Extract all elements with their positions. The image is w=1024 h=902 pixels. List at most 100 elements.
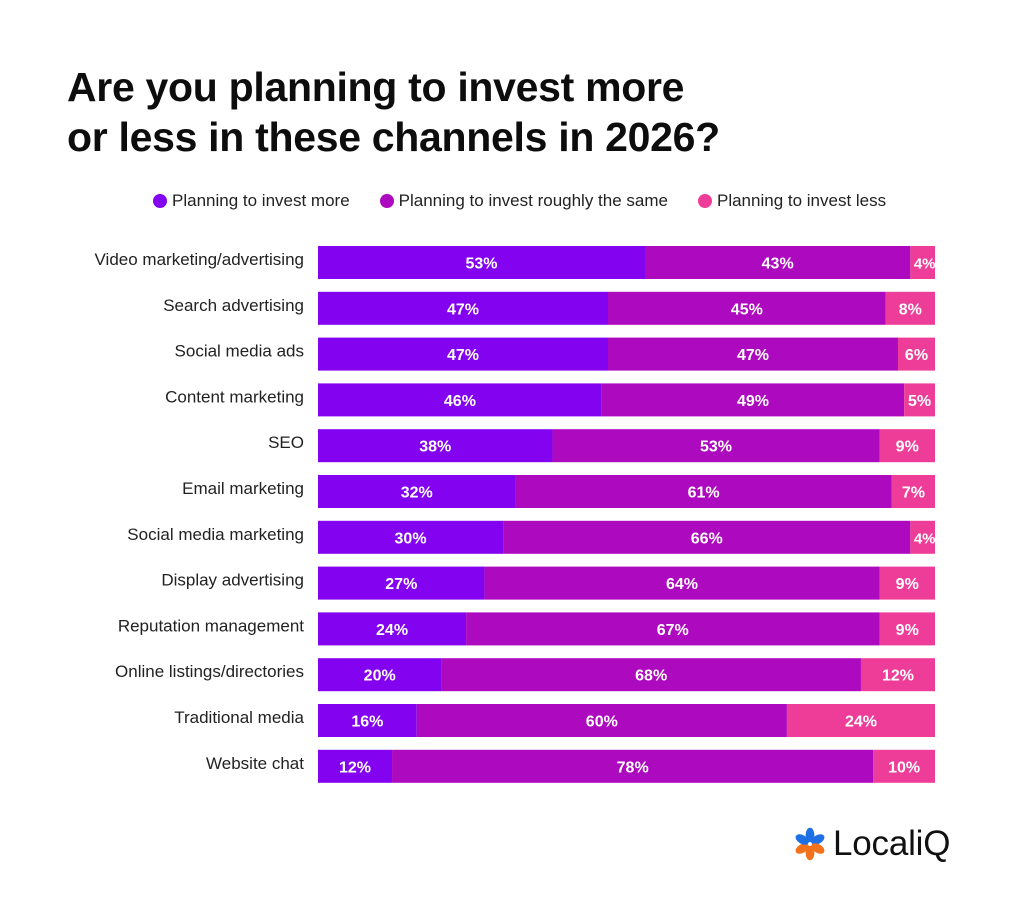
bar-segment-more-traditional-media bbox=[318, 704, 417, 737]
category-label-email-marketing: Email marketing bbox=[182, 479, 304, 498]
bar-segment-less-social-media-marketing bbox=[910, 520, 935, 554]
data-label-same-online-listings-directories: 68% bbox=[635, 668, 667, 685]
data-label-more-display-advertising: 27% bbox=[385, 576, 417, 593]
legend-item-invest-same: Planning to invest roughly the same bbox=[379, 191, 668, 211]
data-label-same-search-advertising: 45% bbox=[731, 301, 763, 318]
bar-segment-less-email-marketing bbox=[891, 475, 935, 508]
bar-segment-less-social-media-ads bbox=[897, 337, 935, 371]
category-label-content-marketing: Content marketing bbox=[165, 387, 304, 406]
data-label-less-traditional-media: 24% bbox=[845, 714, 877, 731]
legend-item-invest-more: Planning to invest more bbox=[153, 191, 350, 211]
legend-label-invest-more: Planning to invest more bbox=[172, 191, 350, 210]
bar-segment-same-display-advertising bbox=[484, 566, 880, 600]
category-label-reputation-management: Reputation management bbox=[118, 616, 304, 635]
bar-segment-same-video-marketing-advertising bbox=[645, 246, 911, 279]
data-label-same-website-chat: 78% bbox=[617, 759, 649, 776]
bar-segment-more-social-media-ads bbox=[318, 337, 608, 371]
bar-segment-less-video-marketing-advertising bbox=[910, 246, 935, 279]
logo-petal-6 bbox=[795, 834, 809, 845]
category-label-search-advertising: Search advertising bbox=[163, 296, 304, 315]
data-label-same-traditional-media: 60% bbox=[586, 714, 618, 731]
data-label-less-email-marketing: 7% bbox=[902, 485, 925, 502]
data-label-same-seo: 53% bbox=[700, 439, 732, 456]
bar-segment-same-search-advertising bbox=[607, 291, 886, 325]
logo-petal-3 bbox=[811, 843, 825, 854]
category-label-online-listings-directories: Online listings/directories bbox=[115, 662, 304, 681]
bar-segment-less-online-listings-directories bbox=[860, 658, 935, 692]
data-label-less-social-media-marketing: 4% bbox=[914, 530, 936, 547]
category-label-traditional-media: Traditional media bbox=[174, 708, 304, 727]
data-label-more-online-listings-directories: 20% bbox=[364, 668, 396, 685]
bar-segment-same-website-chat bbox=[392, 749, 874, 783]
brand-logo: LocaliQ bbox=[793, 822, 950, 866]
data-label-more-social-media-marketing: 30% bbox=[395, 530, 427, 547]
data-label-more-email-marketing: 32% bbox=[401, 485, 433, 502]
data-label-less-website-chat: 10% bbox=[888, 759, 920, 776]
legend-swatch-invest-less bbox=[697, 194, 712, 208]
data-label-more-video-marketing-advertising: 53% bbox=[465, 256, 497, 273]
data-label-more-seo: 38% bbox=[419, 439, 451, 456]
data-label-same-content-marketing: 49% bbox=[737, 393, 769, 410]
data-label-same-social-media-marketing: 66% bbox=[691, 530, 723, 547]
data-label-less-content-marketing: 5% bbox=[908, 393, 931, 410]
data-label-less-search-advertising: 8% bbox=[899, 301, 922, 318]
data-label-same-display-advertising: 64% bbox=[666, 576, 698, 593]
bar-segment-less-seo bbox=[879, 429, 935, 463]
bar-segment-more-email-marketing bbox=[318, 475, 516, 508]
legend-item-invest-less: Planning to invest less bbox=[697, 191, 887, 211]
bar-segment-more-content-marketing bbox=[318, 383, 602, 417]
chart-title: Are you planning to invest more or less … bbox=[67, 62, 867, 162]
bar-segment-less-reputation-management bbox=[879, 612, 935, 646]
category-label-social-media-marketing: Social media marketing bbox=[127, 525, 304, 544]
data-label-more-content-marketing: 46% bbox=[444, 393, 476, 410]
bar-segment-same-seo bbox=[552, 429, 880, 463]
data-label-less-display-advertising: 9% bbox=[896, 576, 919, 593]
bar-segment-more-website-chat bbox=[318, 749, 393, 783]
chart-legend: Planning to invest more Planning to inve… bbox=[153, 190, 886, 212]
data-label-more-reputation-management: 24% bbox=[376, 622, 408, 639]
data-label-same-video-marketing-advertising: 43% bbox=[762, 256, 794, 273]
bar-segment-same-content-marketing bbox=[601, 383, 905, 417]
chart-title-line-1: Are you planning to invest more bbox=[67, 64, 685, 110]
bar-segment-more-video-marketing-advertising bbox=[318, 246, 646, 279]
bar-segment-more-social-media-marketing bbox=[318, 520, 504, 554]
bar-segment-same-traditional-media bbox=[416, 704, 787, 737]
data-label-less-online-listings-directories: 12% bbox=[882, 668, 914, 685]
bar-segment-less-traditional-media bbox=[786, 704, 935, 737]
data-label-same-email-marketing: 61% bbox=[688, 485, 720, 502]
logo-petal-2 bbox=[811, 834, 825, 845]
data-label-more-search-advertising: 47% bbox=[447, 301, 479, 318]
category-label-seo: SEO bbox=[268, 433, 304, 452]
bar-segment-more-online-listings-directories bbox=[318, 658, 442, 692]
bar-segment-more-display-advertising bbox=[318, 566, 485, 600]
data-label-less-social-media-ads: 6% bbox=[905, 347, 928, 364]
legend-label-invest-less: Planning to invest less bbox=[716, 191, 887, 210]
bar-segment-same-social-media-marketing bbox=[503, 520, 911, 554]
category-label-display-advertising: Display advertising bbox=[161, 571, 304, 590]
data-label-more-social-media-ads: 47% bbox=[447, 347, 479, 364]
logo-petal-1 bbox=[805, 827, 815, 843]
data-label-same-social-media-ads: 47% bbox=[737, 347, 769, 364]
brand-name: LocaliQ bbox=[833, 824, 951, 863]
data-label-less-reputation-management: 9% bbox=[896, 622, 919, 639]
category-label-website-chat: Website chat bbox=[206, 754, 304, 773]
bar-segment-less-search-advertising bbox=[885, 291, 935, 325]
logo-petal-4 bbox=[805, 845, 815, 861]
bar-segment-more-search-advertising bbox=[318, 291, 608, 325]
data-label-less-video-marketing-advertising: 4% bbox=[914, 256, 936, 273]
bar-segment-less-display-advertising bbox=[879, 566, 935, 600]
bar-segment-more-reputation-management bbox=[318, 612, 467, 646]
bar-segment-less-content-marketing bbox=[904, 383, 935, 417]
legend-swatch-invest-more bbox=[153, 194, 167, 208]
data-label-more-traditional-media: 16% bbox=[351, 714, 383, 731]
data-label-same-reputation-management: 67% bbox=[657, 622, 689, 639]
category-label-social-media-ads: Social media ads bbox=[175, 342, 304, 361]
bar-segment-less-website-chat bbox=[873, 749, 935, 783]
bar-segment-same-reputation-management bbox=[466, 612, 880, 646]
data-label-more-website-chat: 12% bbox=[339, 759, 371, 776]
bar-segment-more-seo bbox=[318, 429, 553, 463]
category-label-video-marketing-advertising: Video marketing/advertising bbox=[95, 250, 304, 269]
legend-label-invest-same: Planning to invest roughly the same bbox=[398, 191, 668, 210]
bar-segment-same-email-marketing bbox=[515, 475, 892, 508]
